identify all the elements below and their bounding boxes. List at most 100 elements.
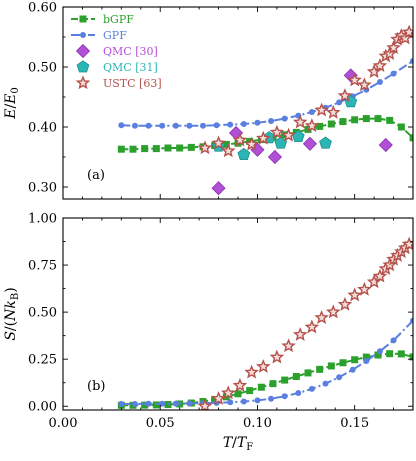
panel-label: (a) [87,168,105,183]
data-point-gpf [227,121,234,128]
data-point-ustc-63 [211,391,226,405]
data-point-bgpf [292,372,300,380]
data-point-bgpf [304,125,312,133]
data-point-gpf [254,119,261,126]
data-point-gpf [308,109,315,115]
data-point-gpf [281,393,288,400]
y-tick-label: 0.25 [28,353,57,368]
plot-area [117,236,413,410]
data-point-bgpf [386,116,394,124]
data-point-bgpf [152,145,160,153]
series-line-gpf [121,60,413,127]
legend-marker-qmc-31 [76,60,90,73]
data-point-gpf [363,358,370,365]
panel-a: 0.30 0.40 0.50 0.60 E/E0 (a) bGPF GPF QMC [30] QM… [3,1,414,200]
data-point-bgpf [362,353,370,361]
data-point-bgpf [246,137,254,145]
data-point-gpf [376,79,383,85]
data-point-ustc-63 [292,114,308,129]
data-point-gpf [322,380,329,387]
data-point-bgpf [269,380,277,388]
data-point-gpf [227,399,234,406]
data-point-gpf [118,400,125,407]
data-point-bgpf [339,118,347,126]
data-point-gpf [336,374,343,381]
legend-marker-qmc-30 [75,43,91,59]
data-point-bgpf [281,376,289,384]
data-point-ustc-63 [292,327,308,341]
data-point-bgpf [164,144,172,152]
legend-marker-gpf [80,32,86,38]
data-point-ustc-63 [326,304,341,319]
panel-label: (b) [87,379,105,394]
data-point-ustc-63 [401,24,413,39]
data-point-ustc-63 [304,118,320,132]
data-point-ustc-63 [232,132,248,147]
data-point-bgpf [397,123,405,131]
data-point-bgpf [246,387,254,395]
legend: bGPF GPF QMC [30] QMC [31] USTC [63] [71,13,162,90]
data-point-ustc-63 [304,319,320,334]
x-axis-label: T/TF [223,435,253,453]
series-line-gpf [121,319,413,405]
data-point-gpf [186,122,193,129]
data-point-gpf [390,70,397,77]
legend-label-qmc-31: QMC [31] [103,61,158,74]
data-point-ustc-63 [372,58,388,72]
data-point-bgpf [374,351,382,359]
legend-label-ustc-63: USTC [63] [103,77,162,90]
data-point-bgpf [374,115,382,123]
data-point-bgpf [339,359,347,367]
data-point-bgpf [351,356,359,364]
data-point-gpf [200,122,206,129]
y-axis-label: S/(NkB) [3,287,21,340]
y-tick-label: 0.30 [28,181,57,196]
data-point-ustc-63 [357,77,372,92]
data-point-bgpf [327,120,335,128]
data-point-gpf [186,400,193,407]
data-point-bgpf [234,390,242,398]
data-point-bgpf [152,401,160,409]
data-point-bgpf [117,145,125,153]
data-point-qmc-30 [267,149,283,165]
data-point-ustc-63 [269,349,285,364]
plot-area [117,24,413,196]
y-tick-label: 0.40 [28,121,57,136]
y-tick-label: 0.50 [28,306,57,321]
x-tick-label: 0.05 [146,416,175,431]
data-point-bgpf [211,395,219,403]
data-point-ustc-63 [256,359,271,373]
data-point-bgpf [362,115,370,123]
panel-b: 0.00 0.05 0.10 0.15 0.00 0.25 0.50 0.75 1.00 S/(N… [3,212,414,453]
data-point-ustc-63 [386,40,401,54]
data-point-bgpf [129,145,137,153]
data-point-ustc-63 [372,268,388,283]
data-point-gpf [268,118,275,124]
data-point-gpf [376,348,383,355]
data-point-gpf [410,317,413,324]
data-point-bgpf [386,350,394,358]
data-point-ustc-63 [347,287,362,302]
y-tick-label: 0.75 [28,259,57,274]
data-point-qmc-30 [302,136,318,151]
data-point-ustc-63 [269,124,285,139]
legend-marker-ustc-63 [75,75,91,90]
data-point-gpf [145,400,152,407]
data-point-bgpf [141,145,149,153]
data-point-ustc-63 [401,236,413,251]
legend-label-gpf: GPF [103,29,127,42]
data-point-ustc-63 [232,377,248,392]
y-tick-label: 0.00 [28,400,57,415]
data-point-ustc-63 [197,140,213,155]
data-point-bgpf [141,401,149,409]
data-point-gpf [240,121,247,127]
data-point-gpf [145,122,152,129]
data-point-ustc-63 [221,385,236,400]
data-point-qmc-31 [319,136,332,149]
data-point-gpf [390,337,397,344]
data-point-ustc-63 [281,127,296,142]
data-point-ustc-63 [197,398,213,410]
y-tick-label: 1.00 [28,212,57,227]
x-tick-label: 0.10 [243,416,272,431]
